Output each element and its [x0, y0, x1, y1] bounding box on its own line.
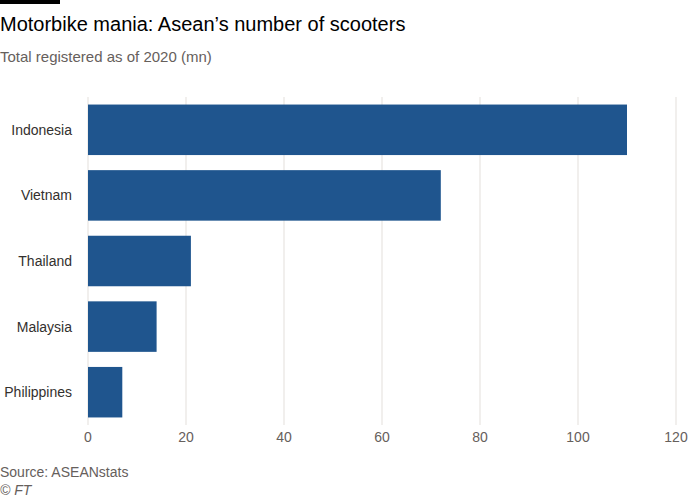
- source: Source: ASEANstats: [0, 464, 128, 480]
- bar: [88, 170, 441, 221]
- category-label: Vietnam: [21, 187, 72, 203]
- category-label: Malaysia: [17, 319, 72, 335]
- tick-label: 80: [472, 429, 488, 445]
- tick-label: 100: [566, 429, 590, 445]
- tick-label: 0: [84, 429, 92, 445]
- grid-line: [676, 97, 677, 425]
- x-axis: 0 20 40 60 80 100 120: [84, 429, 688, 445]
- title: Motorbike mania: Asean’s number of scoot…: [0, 13, 405, 35]
- accent-bar: [0, 0, 60, 4]
- bar: [88, 301, 157, 352]
- bar: [88, 367, 122, 418]
- tick-label: 120: [664, 429, 688, 445]
- category-label: Philippines: [4, 384, 72, 400]
- bar: [88, 105, 627, 156]
- chart: Motorbike mania: Asean’s number of scoot…: [0, 0, 700, 500]
- tick-label: 40: [276, 429, 292, 445]
- bars: [88, 105, 627, 418]
- category-label: Thailand: [18, 253, 72, 269]
- y-axis: Indonesia Vietnam Thailand Malaysia Philippi…: [4, 122, 72, 400]
- category-label: Indonesia: [11, 122, 72, 138]
- grid: [88, 97, 676, 425]
- subtitle: Total registered as of 2020 (mn): [0, 48, 212, 65]
- credit: © FT: [0, 482, 33, 498]
- tick-label: 60: [374, 429, 390, 445]
- tick-label: 20: [178, 429, 194, 445]
- bar: [88, 236, 191, 287]
